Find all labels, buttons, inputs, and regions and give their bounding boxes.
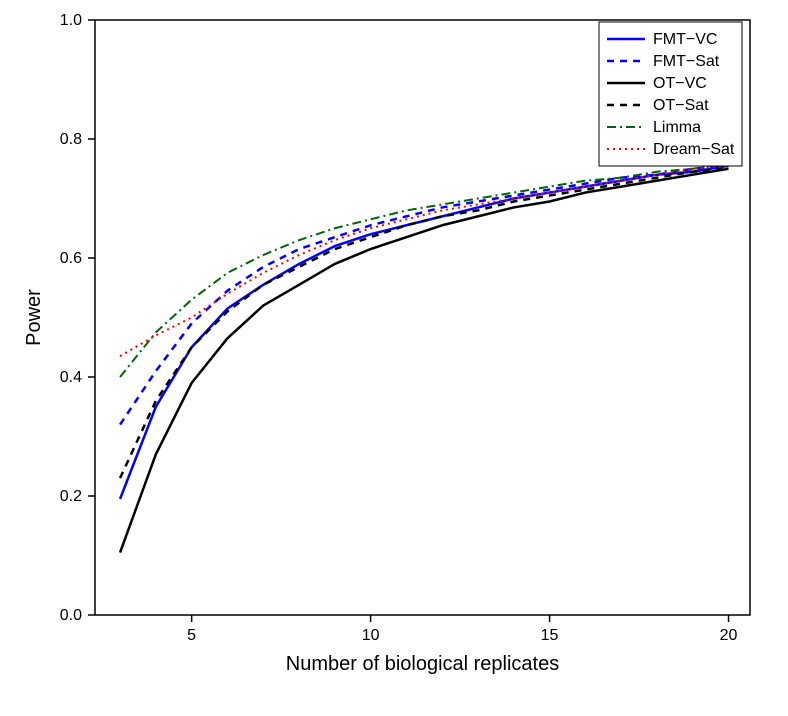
y-tick-label: 0.8 bbox=[60, 131, 82, 148]
legend-label: Dream−Sat bbox=[653, 141, 735, 158]
y-axis-label: Power bbox=[23, 289, 45, 346]
legend-label: OT−VC bbox=[653, 75, 707, 92]
y-tick-label: 0.6 bbox=[60, 250, 82, 267]
x-tick-label: 5 bbox=[187, 627, 196, 644]
y-tick-label: 0.4 bbox=[60, 369, 82, 386]
y-tick-label: 0.0 bbox=[60, 607, 82, 624]
legend-label: OT−Sat bbox=[653, 97, 709, 114]
y-tick-label: 1.0 bbox=[60, 12, 82, 29]
x-tick-label: 20 bbox=[720, 627, 738, 644]
chart-svg: 5 10 15 20 0.0 0.2 0.4 0.6 0.8 1.0 Number of biolo… bbox=[0, 0, 788, 716]
legend-label: Limma bbox=[653, 119, 701, 136]
legend-label: FMT−Sat bbox=[653, 53, 720, 70]
x-axis-label: Number of biological replicates bbox=[286, 653, 559, 675]
power-chart: 5 10 15 20 0.0 0.2 0.4 0.6 0.8 1.0 Number of biolo… bbox=[0, 0, 788, 716]
x-tick-label: 10 bbox=[362, 627, 380, 644]
y-tick-label: 0.2 bbox=[60, 488, 82, 505]
x-tick-label: 15 bbox=[541, 627, 559, 644]
legend-label: FMT−VC bbox=[653, 31, 717, 48]
